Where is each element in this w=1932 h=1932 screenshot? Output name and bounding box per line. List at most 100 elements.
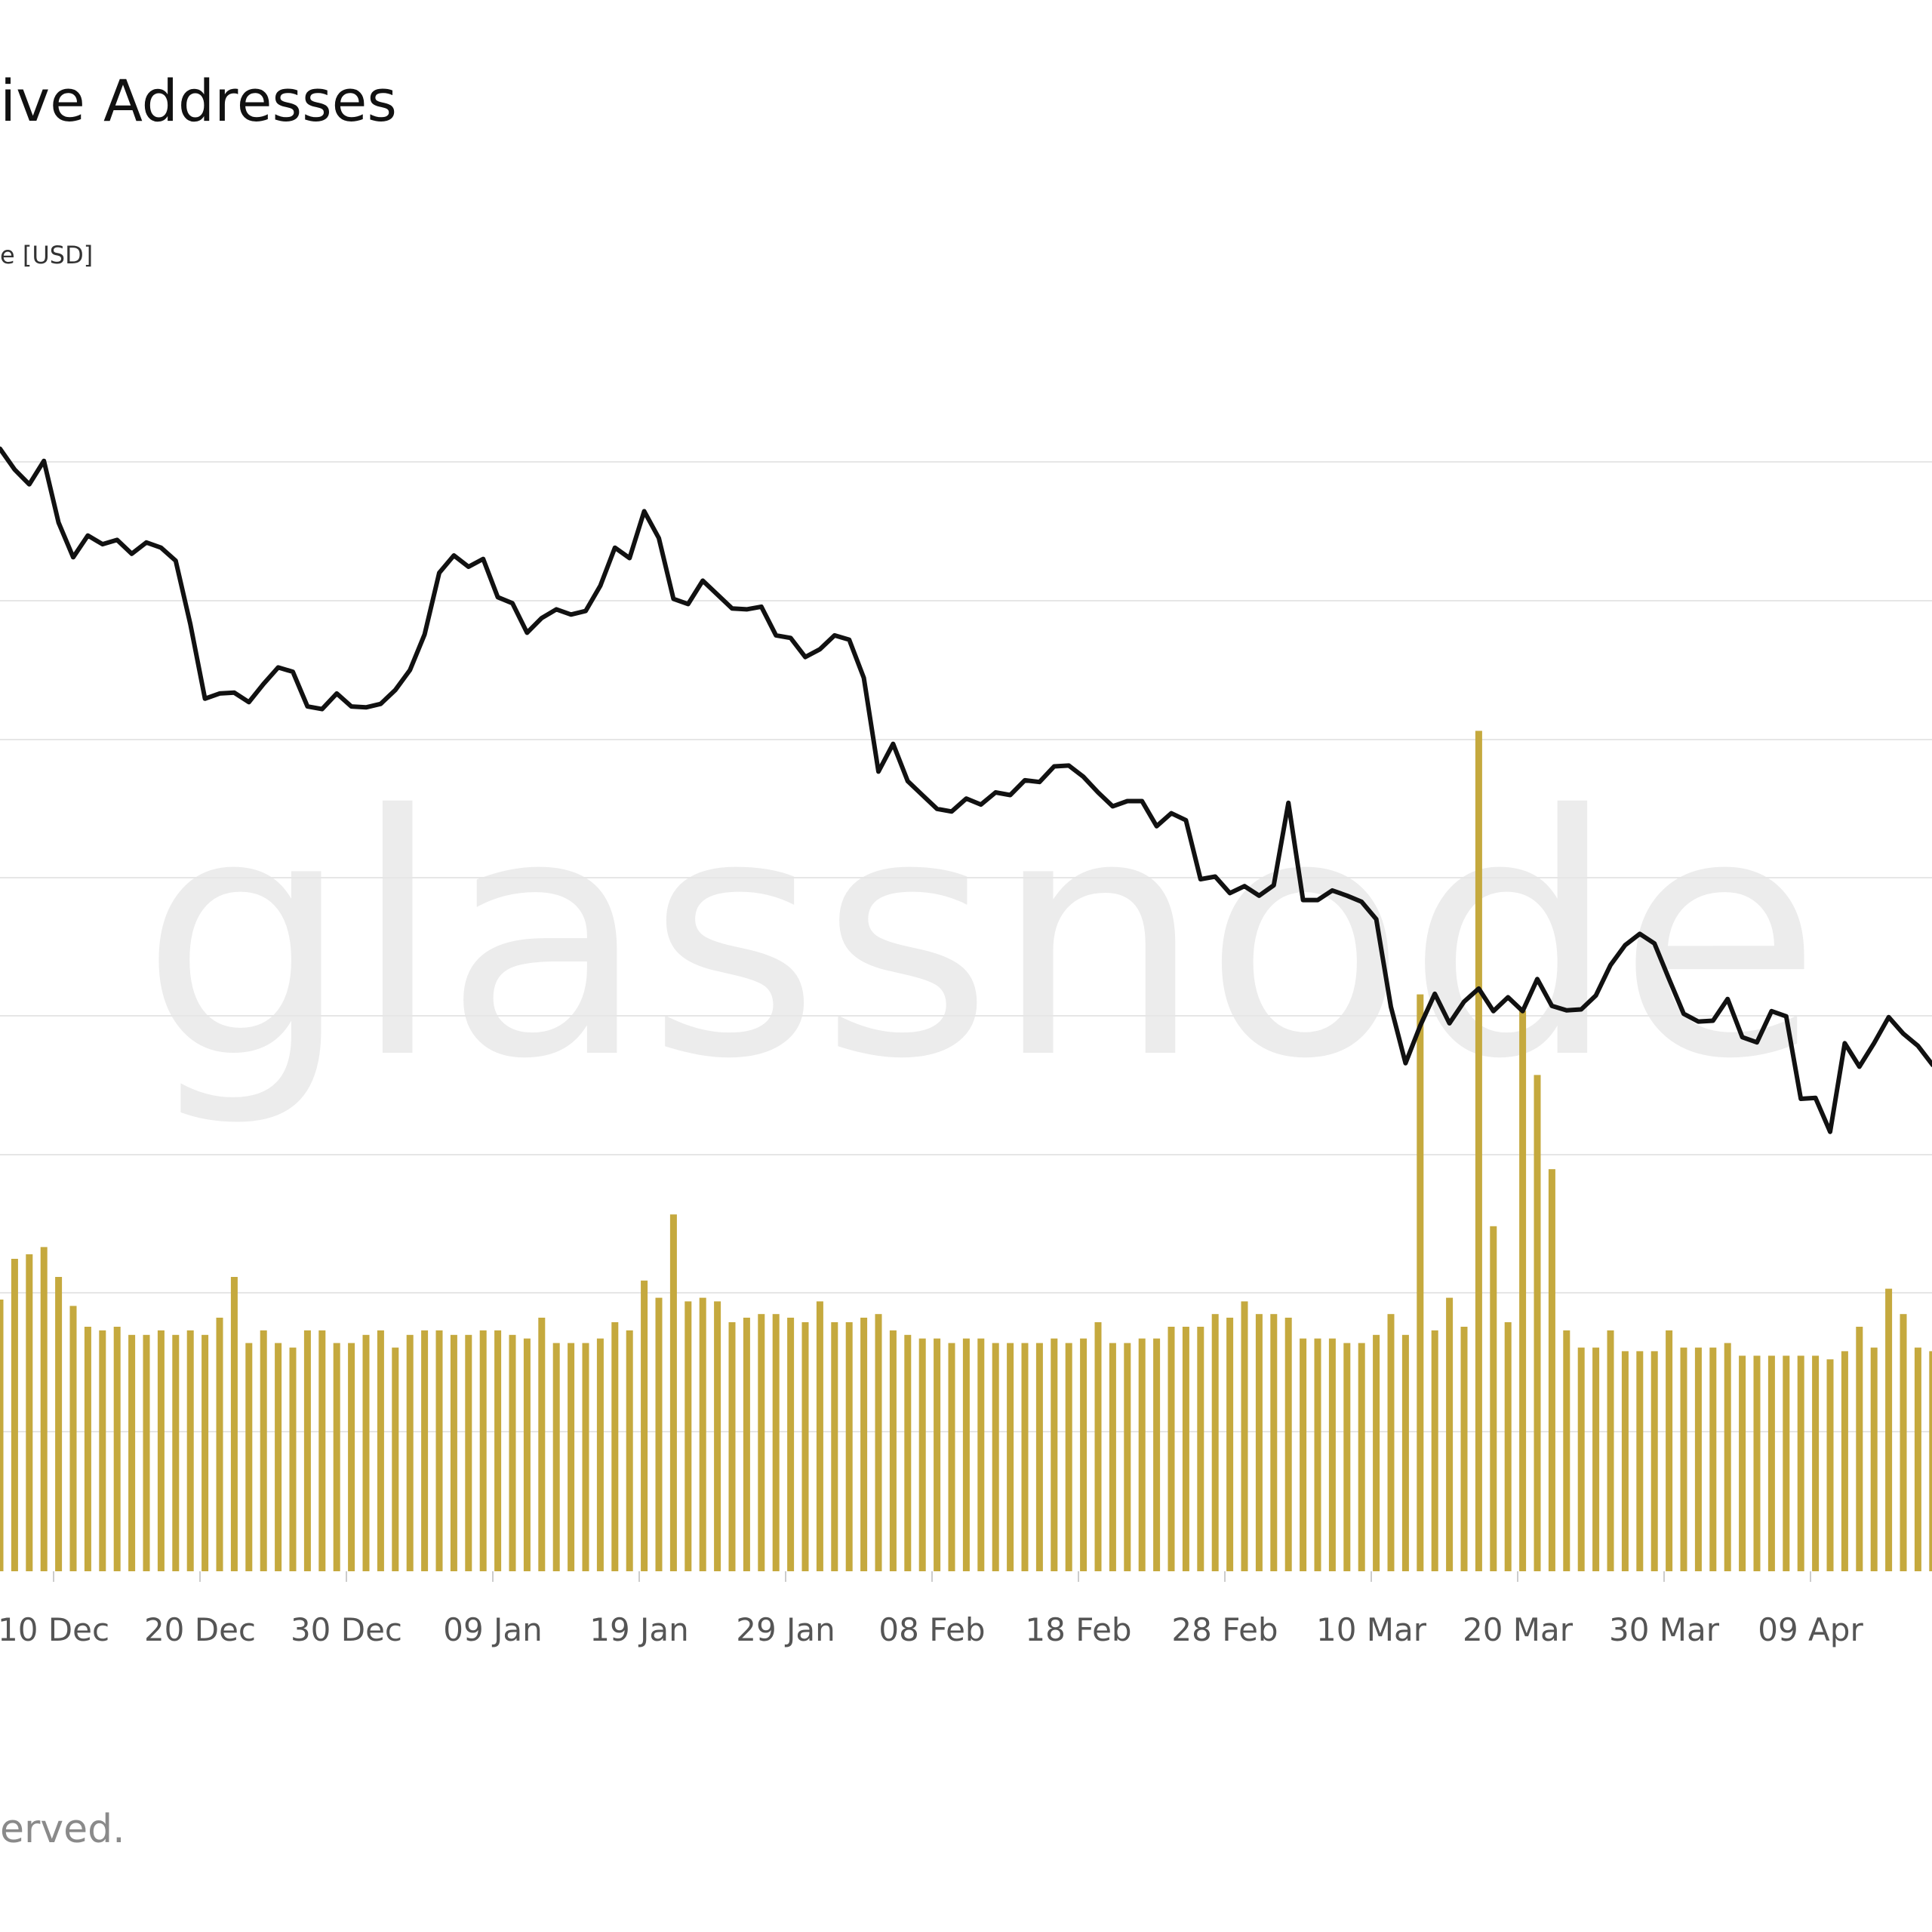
active-addresses-bar xyxy=(831,1322,838,1571)
active-addresses-bar xyxy=(523,1338,531,1571)
active-addresses-bar xyxy=(962,1338,970,1571)
active-addresses-bar xyxy=(538,1318,546,1571)
active-addresses-bar xyxy=(1153,1338,1161,1571)
active-addresses-bar xyxy=(55,1277,63,1571)
active-addresses-bar xyxy=(216,1318,223,1571)
active-addresses-bar xyxy=(1929,1351,1932,1571)
active-addresses-bar xyxy=(948,1343,955,1571)
active-addresses-bar xyxy=(596,1338,604,1571)
active-addresses-bar xyxy=(728,1322,736,1571)
active-addresses-bar xyxy=(1284,1318,1292,1571)
active-addresses-bar xyxy=(1724,1343,1731,1571)
active-addresses-bar xyxy=(84,1327,91,1571)
active-addresses-bar xyxy=(845,1322,853,1571)
footer-copyright: erved. xyxy=(0,1807,125,1852)
active-addresses-bar xyxy=(40,1247,48,1571)
x-tick-label: 09 Jan xyxy=(443,1611,543,1648)
active-addresses-bar xyxy=(1035,1343,1043,1571)
active-addresses-bar xyxy=(1007,1343,1014,1571)
active-addresses-bar xyxy=(1460,1327,1468,1571)
active-addresses-bar xyxy=(465,1334,472,1571)
active-addresses-bar xyxy=(860,1318,868,1571)
active-addresses-bar xyxy=(1094,1322,1102,1571)
active-addresses-bar xyxy=(509,1334,516,1571)
active-addresses-bar xyxy=(1373,1334,1380,1571)
active-addresses-bar xyxy=(1534,1075,1541,1571)
active-addresses-bar xyxy=(1914,1347,1921,1571)
active-addresses-bar xyxy=(421,1330,429,1571)
x-tick-label: 10 Mar xyxy=(1316,1611,1427,1648)
active-addresses-bar xyxy=(1314,1338,1321,1571)
active-addresses-bar xyxy=(685,1301,692,1571)
active-addresses-bar xyxy=(758,1314,765,1571)
active-addresses-bar xyxy=(333,1343,340,1571)
active-addresses-bar xyxy=(435,1330,443,1571)
active-addresses-bar xyxy=(113,1327,121,1571)
active-addresses-bar xyxy=(552,1343,560,1571)
active-addresses-bar xyxy=(1504,1322,1512,1571)
active-addresses-bar xyxy=(1446,1297,1454,1571)
active-addresses-bars xyxy=(0,731,1932,1571)
active-addresses-bar xyxy=(1797,1355,1804,1571)
x-tick-label: 30 Mar xyxy=(1609,1611,1720,1648)
active-addresses-bar xyxy=(318,1330,326,1571)
active-addresses-bar xyxy=(1241,1301,1248,1571)
active-addresses-bar xyxy=(1080,1338,1088,1571)
active-addresses-bar xyxy=(157,1330,165,1571)
active-addresses-bar xyxy=(1401,1334,1409,1571)
active-addresses-bar xyxy=(172,1334,180,1571)
active-addresses-bar xyxy=(801,1322,809,1571)
active-addresses-bar xyxy=(1065,1343,1072,1571)
active-addresses-bar xyxy=(611,1322,619,1571)
active-addresses-bar xyxy=(1636,1351,1644,1571)
active-addresses-bar xyxy=(875,1314,882,1571)
active-addresses-bar xyxy=(1753,1355,1761,1571)
active-addresses-bar xyxy=(260,1330,267,1571)
x-tick-label: 10 Dec xyxy=(0,1611,109,1648)
active-addresses-bar xyxy=(669,1214,677,1571)
active-addresses-bar xyxy=(99,1330,106,1571)
active-addresses-bar xyxy=(1197,1327,1204,1571)
x-tick-label: 09 Apr xyxy=(1758,1611,1863,1648)
active-addresses-bar xyxy=(494,1330,502,1571)
active-addresses-bar xyxy=(1417,994,1424,1571)
active-addresses-bar xyxy=(626,1330,633,1571)
active-addresses-bar xyxy=(362,1334,370,1571)
active-addresses-bar xyxy=(1387,1314,1395,1571)
active-addresses-bar xyxy=(1431,1330,1438,1571)
active-addresses-bar xyxy=(0,1300,4,1571)
active-addresses-bar xyxy=(992,1343,999,1571)
active-addresses-bar xyxy=(1592,1347,1600,1571)
active-addresses-bar xyxy=(1841,1351,1848,1571)
x-tick-label: 20 Mar xyxy=(1463,1611,1574,1648)
active-addresses-bar xyxy=(1900,1314,1907,1571)
active-addresses-bar xyxy=(1051,1338,1058,1571)
active-addresses-bar xyxy=(1226,1318,1234,1571)
active-addresses-bar xyxy=(230,1277,238,1571)
active-addresses-bar xyxy=(186,1330,194,1571)
active-addresses-bar xyxy=(1739,1355,1746,1571)
watermark-layer: glassnode xyxy=(140,745,1822,1131)
active-addresses-bar xyxy=(1211,1314,1219,1571)
active-addresses-bar xyxy=(1577,1347,1585,1571)
active-addresses-bar xyxy=(1328,1338,1336,1571)
active-addresses-bar xyxy=(1666,1330,1673,1571)
active-addresses-bar xyxy=(1563,1330,1571,1571)
active-addresses-bar xyxy=(787,1318,795,1571)
legend-price-label: e [USD] xyxy=(0,241,94,269)
active-addresses-bar xyxy=(1124,1343,1131,1571)
active-addresses-bar xyxy=(1826,1359,1834,1571)
x-tick-label: 30 Dec xyxy=(291,1611,402,1648)
active-addresses-bar xyxy=(977,1338,985,1571)
active-addresses-bar xyxy=(1475,731,1482,1571)
active-addresses-bar xyxy=(1548,1169,1555,1571)
active-addresses-bar xyxy=(348,1343,355,1571)
active-addresses-bar xyxy=(568,1343,575,1571)
active-addresses-bar xyxy=(479,1330,487,1571)
active-addresses-bar xyxy=(714,1301,721,1571)
x-tick-label: 19 Jan xyxy=(589,1611,689,1648)
active-addresses-bar xyxy=(772,1314,780,1571)
active-addresses-bar xyxy=(699,1297,706,1571)
active-addresses-bar xyxy=(1519,1011,1527,1571)
